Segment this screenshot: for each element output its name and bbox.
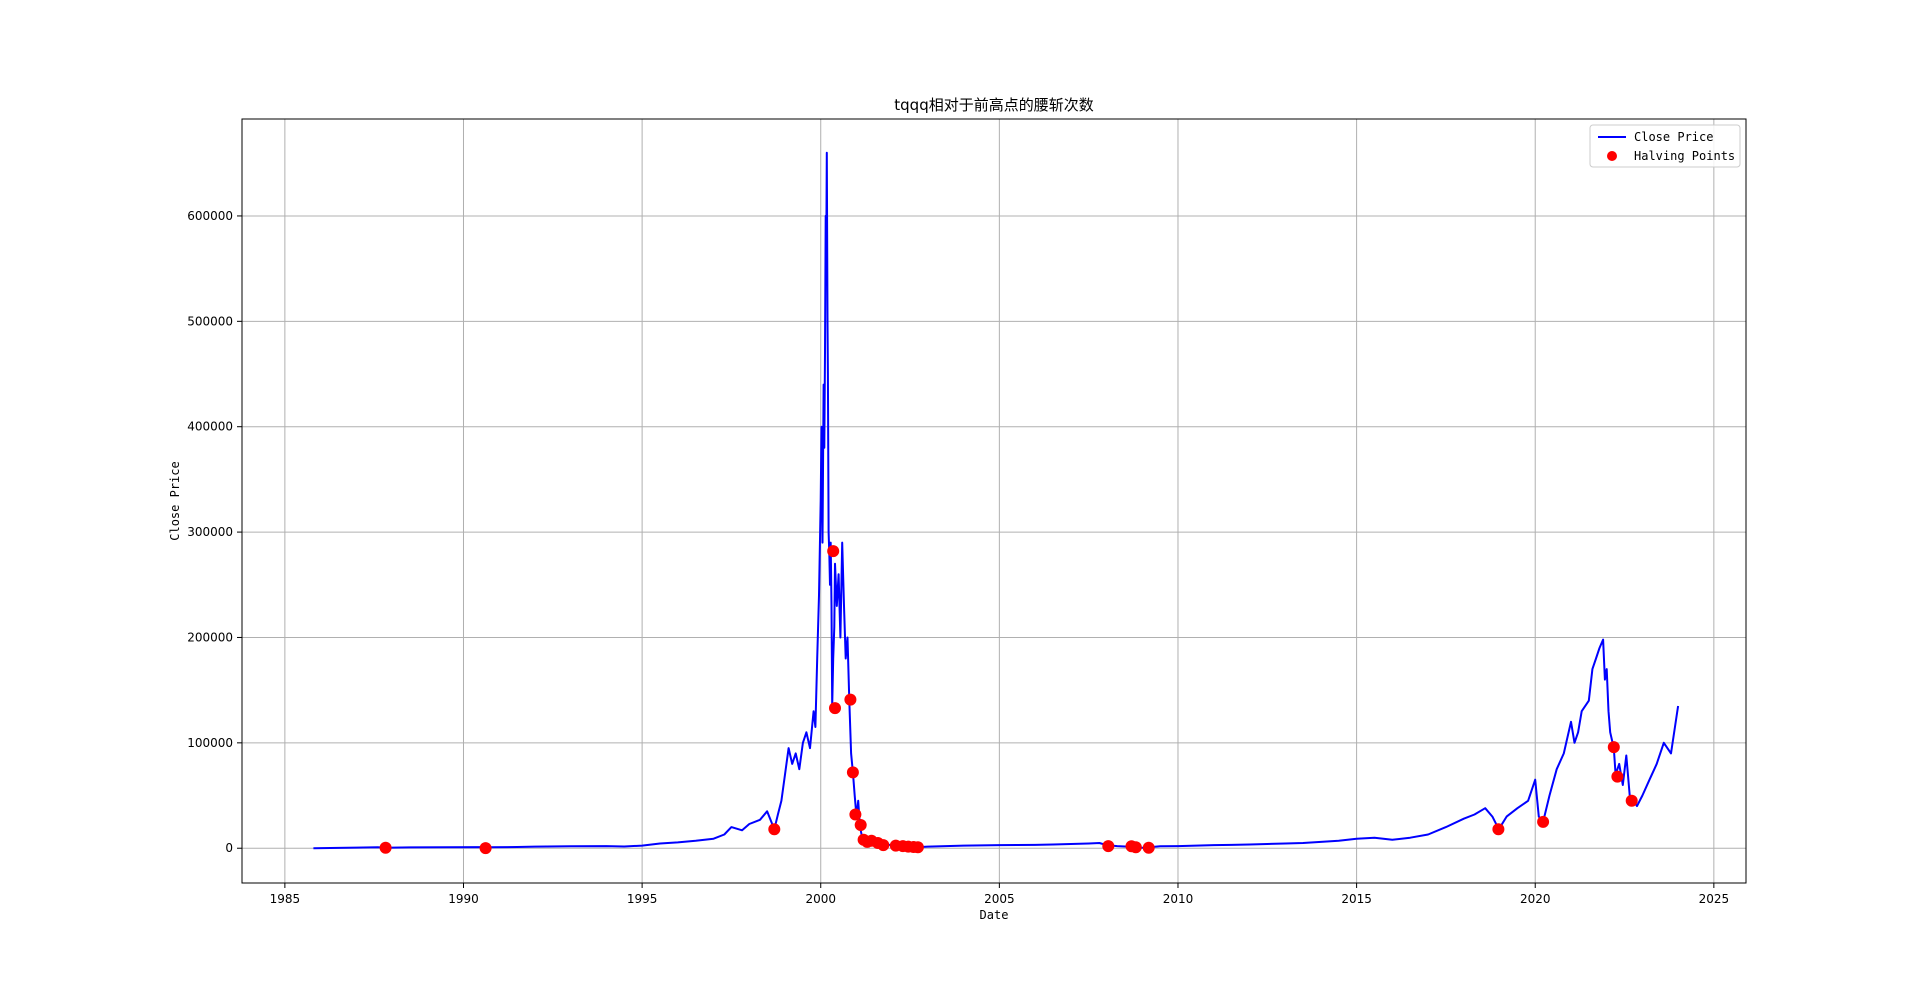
- halving-point: [1611, 770, 1624, 783]
- halving-point: [911, 841, 924, 854]
- x-tick-label: 1995: [627, 892, 658, 906]
- halving-point: [877, 839, 890, 852]
- y-tick-label: 100000: [187, 736, 233, 750]
- legend: Close Price Halving Points: [1589, 124, 1741, 168]
- halving-point: [1625, 794, 1638, 807]
- x-tick-label: 2025: [1699, 892, 1730, 906]
- x-tick-label: 2000: [805, 892, 836, 906]
- halving-point: [849, 808, 862, 821]
- chart-title: tqqq相对于前高点的腰斩次数: [894, 96, 1093, 114]
- y-axis-label: Close Price: [168, 461, 182, 540]
- halving-point: [854, 819, 867, 831]
- plot-frame: [241, 118, 1747, 884]
- x-tick-label: 2020: [1520, 892, 1551, 906]
- x-axis: 1985 1990 1995 2000 2005 2010 2015 2020 2025: [270, 883, 1730, 906]
- grid-lines: [242, 119, 1746, 883]
- x-tick-label: 2010: [1163, 892, 1194, 906]
- y-axis: 0 100000 200000 300000 400000 500000 600000: [187, 209, 242, 855]
- halving-point: [829, 702, 841, 715]
- legend-point-swatch: [1607, 151, 1617, 161]
- x-tick-label: 2015: [1341, 892, 1372, 906]
- plot-area: [313, 151, 1680, 855]
- halving-point: [1607, 741, 1620, 754]
- halving-point: [1102, 840, 1115, 853]
- y-tick-label: 0: [225, 841, 233, 855]
- halving-point: [846, 766, 859, 779]
- x-axis-label: Date: [980, 908, 1009, 922]
- x-tick-label: 1990: [448, 892, 479, 906]
- halving-point: [1129, 841, 1142, 854]
- legend-label-close-price: Close Price: [1634, 130, 1713, 144]
- halving-point: [479, 842, 492, 855]
- halving-point: [827, 545, 840, 558]
- y-tick-label: 600000: [187, 209, 233, 223]
- halving-point: [379, 841, 392, 854]
- legend-label-halving-points: Halving Points: [1634, 149, 1735, 163]
- legend-box: [1589, 124, 1741, 168]
- halving-point: [1142, 841, 1155, 854]
- x-tick-label: 2005: [984, 892, 1015, 906]
- y-tick-label: 500000: [187, 314, 233, 328]
- halving-point: [768, 823, 781, 836]
- halving-point: [1492, 823, 1505, 836]
- y-tick-label: 200000: [187, 630, 233, 644]
- halving-point: [1537, 815, 1550, 828]
- y-tick-label: 400000: [187, 420, 233, 434]
- y-tick-label: 300000: [187, 525, 233, 539]
- halving-point: [844, 693, 857, 706]
- x-tick-label: 1985: [270, 892, 301, 906]
